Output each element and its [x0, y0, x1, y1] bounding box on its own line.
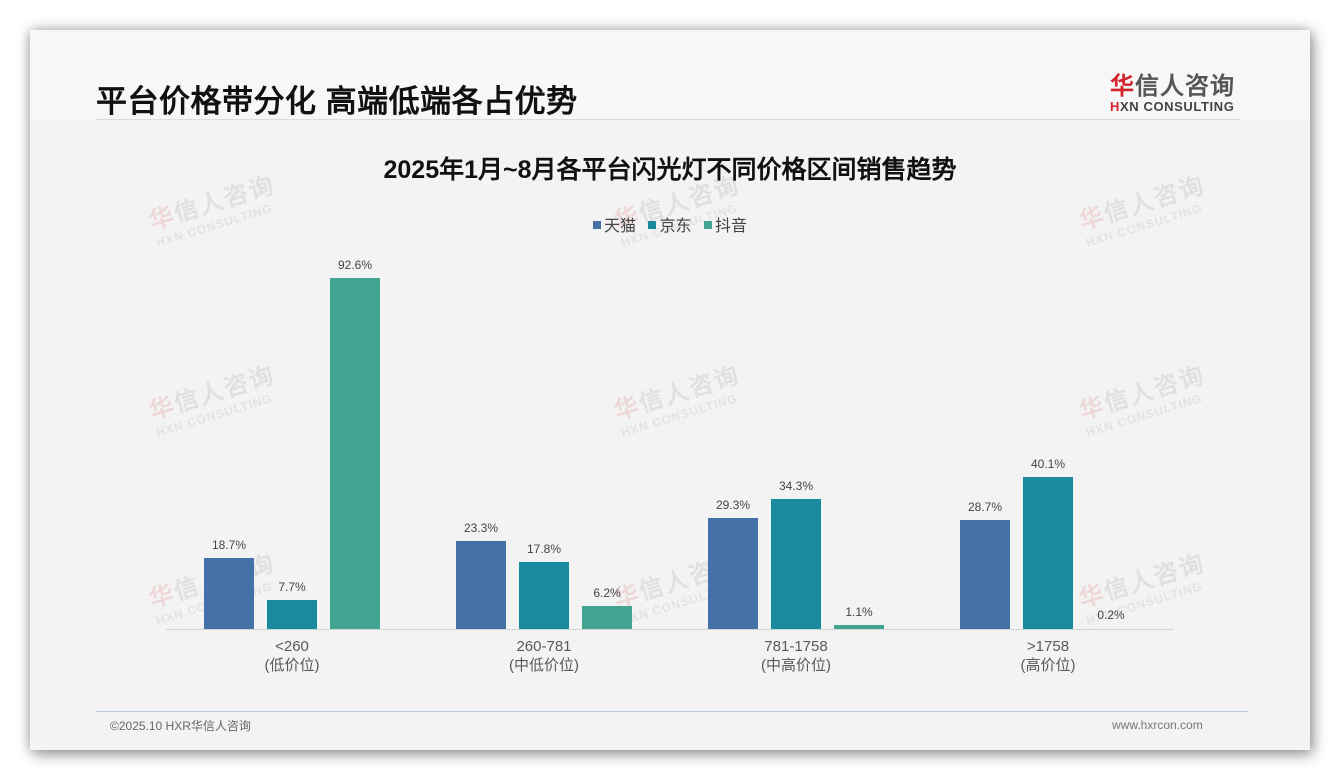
- brand-logo: 华信人咨询 HXN CONSULTING: [1110, 66, 1242, 114]
- logo-chinese: 华信人咨询: [1110, 66, 1242, 101]
- legend-item-douyin: 抖音: [703, 212, 747, 236]
- category-range: >1758: [1026, 638, 1070, 655]
- data-label: 17.8%: [526, 542, 562, 556]
- category-range: 781-1758: [764, 638, 828, 655]
- legend-label: 京东: [659, 218, 692, 235]
- bar-tmall: [960, 520, 1010, 629]
- logo-cn-accent: 华: [1110, 73, 1135, 100]
- legend-label: 天猫: [604, 218, 637, 235]
- legend-item-jd: 京东: [648, 212, 692, 236]
- bar-jd: [1023, 477, 1073, 629]
- data-label: 92.6%: [337, 258, 373, 272]
- footer-website: www.hxrcon.com: [1112, 718, 1203, 732]
- data-label: 34.3%: [778, 479, 814, 493]
- header-band: [30, 30, 1310, 120]
- x-axis-category-label: >1758 (高价位): [948, 637, 1148, 675]
- chart-plot-area: 18.7% 7.7% 92.6% <260 (低价位) 23.3% 17.8% 6.2% 260…: [166, 250, 1174, 710]
- data-label: 29.3%: [715, 498, 751, 512]
- legend-swatch-icon: [703, 221, 712, 229]
- legend-swatch-icon: [593, 221, 602, 229]
- x-axis-category-label: 260-781 (中低价位): [444, 637, 644, 675]
- legend-swatch-icon: [648, 221, 657, 229]
- data-label: 1.1%: [845, 605, 873, 619]
- footer-divider: [96, 711, 1248, 712]
- data-label: 6.2%: [593, 586, 621, 600]
- legend-label: 抖音: [714, 218, 747, 235]
- logo-en-accent: H: [1110, 99, 1120, 114]
- data-label: 18.7%: [211, 538, 247, 552]
- bar-douyin: [1086, 628, 1136, 629]
- data-label: 40.1%: [1030, 457, 1066, 471]
- bar-tmall: [204, 558, 254, 629]
- logo-cn-text: 信人咨询: [1135, 73, 1235, 100]
- bar-tmall: [708, 518, 758, 629]
- bar-douyin: [330, 278, 380, 629]
- data-label: 23.3%: [463, 521, 499, 535]
- category-tier: (中低价位): [509, 657, 579, 674]
- category-tier: (高价位): [1020, 657, 1076, 674]
- bar-douyin: [834, 625, 884, 629]
- bar-douyin: [582, 606, 632, 629]
- category-range: <260: [275, 638, 309, 655]
- chart-title: 2025年1月~8月各平台闪光灯不同价格区间销售趋势: [383, 156, 957, 184]
- title-divider: [96, 119, 1240, 120]
- logo-english: HXN CONSULTING: [1110, 99, 1242, 114]
- category-tier: (低价位): [264, 657, 320, 674]
- data-label: 28.7%: [967, 500, 1003, 514]
- page-title: 平台价格带分化 高端低端各占优势: [96, 84, 578, 119]
- x-axis-category-label: 781-1758 (中高价位): [696, 637, 896, 675]
- bar-jd: [771, 499, 821, 629]
- data-label: 7.7%: [278, 580, 306, 594]
- category-tier: (中高价位): [761, 657, 831, 674]
- category-range: 260-781: [516, 638, 572, 655]
- slide: 平台价格带分化 高端低端各占优势 华信人咨询 HXN CONSULTING 华信…: [30, 30, 1310, 750]
- legend-item-tmall: 天猫: [593, 212, 636, 236]
- x-axis-category-label: <260 (低价位): [192, 637, 392, 675]
- chart-legend: 天猫 京东 抖音: [30, 212, 1310, 236]
- bar-tmall: [456, 541, 506, 629]
- logo-en-text: XN CONSULTING: [1120, 99, 1235, 114]
- bar-jd: [519, 562, 569, 629]
- x-axis-line: [166, 629, 1174, 630]
- footer-copyright: ©2025.10 HXR华信人咨询: [110, 719, 251, 733]
- bar-jd: [267, 600, 317, 629]
- data-label: 0.2%: [1097, 608, 1125, 622]
